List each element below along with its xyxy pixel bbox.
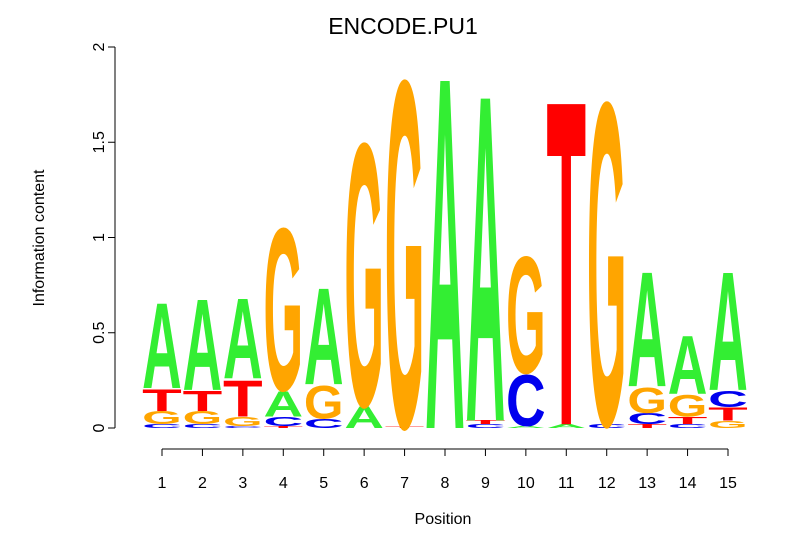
x-tick-label: 1 — [158, 475, 167, 492]
letter: A — [708, 236, 748, 426]
letter: A — [263, 384, 303, 425]
letter: C — [506, 360, 546, 442]
letter: A — [466, 0, 506, 520]
chart-title: ENCODE.PU1 — [328, 13, 478, 39]
letter: G — [223, 414, 263, 429]
letter: C — [587, 423, 627, 429]
x-tick-label: 14 — [679, 475, 697, 492]
letter: A — [223, 274, 263, 403]
letter: T — [668, 415, 708, 427]
x-tick-label: 7 — [400, 475, 409, 492]
letter: G — [506, 222, 546, 409]
x-axis-label: Position — [415, 511, 472, 528]
x-tick-label: 11 — [558, 475, 575, 492]
letter: C — [668, 423, 708, 429]
letter: T — [546, 4, 586, 524]
letter: G — [587, 5, 627, 522]
x-tick-label: 8 — [441, 475, 450, 492]
letter: G — [385, 0, 425, 531]
x-tick-label: 13 — [638, 475, 656, 492]
letter: G — [183, 408, 223, 428]
letter: C — [708, 386, 748, 412]
letter: G — [304, 376, 344, 429]
letter: A — [183, 272, 223, 418]
y-tick-label: 0.5 — [91, 322, 108, 344]
letter: G — [263, 179, 303, 439]
x-tick-label: 15 — [719, 475, 737, 492]
letter: A — [142, 277, 182, 414]
y-axis-label: Information content — [31, 169, 48, 307]
letter: A — [627, 237, 667, 421]
y-tick-label: 2 — [91, 42, 108, 51]
letter: C — [223, 426, 263, 429]
letter: T — [263, 426, 303, 429]
letter: C — [466, 423, 506, 429]
x-tick-label: 5 — [319, 475, 328, 492]
letter: A — [506, 426, 546, 429]
letter: C — [627, 410, 667, 428]
letter: T — [183, 385, 223, 417]
letter: T — [627, 423, 667, 429]
letter: C — [142, 423, 182, 429]
y-tick-label: 1.5 — [91, 131, 108, 153]
letter: G — [627, 380, 667, 421]
letter: G — [668, 388, 708, 423]
letter: G — [344, 66, 384, 486]
letter: T — [385, 426, 425, 429]
x-tick-label: 12 — [598, 475, 616, 492]
letter: A — [668, 318, 708, 411]
letter: C — [183, 423, 223, 429]
letter: G — [708, 419, 748, 431]
letter: G — [142, 408, 182, 428]
letter: T — [223, 369, 263, 427]
letter: A — [304, 259, 344, 414]
letter: C — [263, 414, 303, 429]
x-tick-label: 6 — [360, 475, 369, 492]
letter: T — [466, 420, 506, 426]
letter: A — [546, 423, 586, 429]
x-tick-label: 9 — [481, 475, 490, 492]
letter: A — [425, 0, 465, 536]
x-tick-label: 4 — [279, 475, 288, 492]
y-tick-label: 1 — [91, 233, 108, 242]
letter: T — [708, 404, 748, 424]
y-tick-label: 0 — [91, 423, 108, 432]
letter: T — [142, 383, 182, 418]
x-tick-label: 10 — [517, 475, 535, 492]
x-tick-label: 2 — [198, 475, 207, 492]
letter: C — [304, 416, 344, 431]
letter: A — [344, 400, 384, 435]
x-tick-label: 3 — [238, 475, 247, 492]
